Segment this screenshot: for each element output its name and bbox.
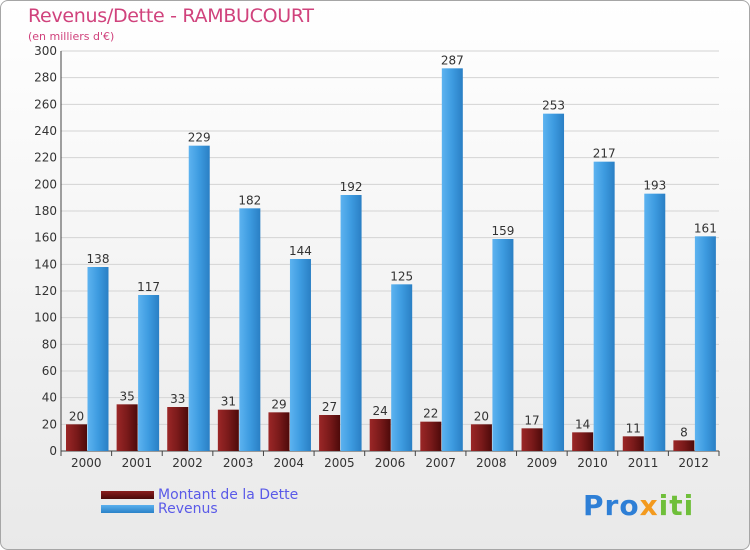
x-tick-label: 2000: [71, 456, 102, 470]
legend-label-dette: Montant de la Dette: [158, 487, 299, 503]
data-label-dette: 31: [221, 395, 236, 409]
data-label-revenus: 193: [643, 179, 666, 193]
y-tick-label: 280: [34, 71, 57, 85]
bar-dette: [116, 404, 138, 451]
data-label-revenus: 159: [491, 224, 514, 238]
y-tick-label: 180: [34, 204, 57, 218]
y-tick-label: 200: [34, 177, 57, 191]
x-tick-label: 2008: [476, 456, 507, 470]
bar-revenus: [239, 208, 261, 451]
x-tick-label: 2002: [172, 456, 203, 470]
x-tick-label: 2001: [122, 456, 153, 470]
bar-revenus: [694, 236, 716, 451]
data-label-dette: 20: [69, 409, 84, 423]
x-tick-label: 2003: [223, 456, 254, 470]
data-label-revenus: 161: [694, 221, 717, 235]
data-label-dette: 20: [474, 409, 489, 423]
y-tick-label: 60: [42, 364, 57, 378]
bar-revenus: [644, 193, 666, 451]
legend-swatch-revenus: [101, 505, 154, 513]
x-tick-label: 2007: [425, 456, 456, 470]
legend-item-dette: Montant de la Dette: [101, 487, 298, 503]
data-label-revenus: 192: [340, 180, 363, 194]
data-label-revenus: 125: [390, 269, 413, 283]
data-label-dette: 29: [271, 397, 286, 411]
y-tick-label: 300: [34, 44, 57, 58]
x-tick-label: 2012: [678, 456, 709, 470]
bar-dette: [470, 424, 492, 451]
y-tick-label: 220: [34, 151, 57, 165]
data-label-revenus: 287: [441, 53, 464, 67]
bar-dette: [521, 428, 543, 451]
y-tick-label: 0: [49, 444, 57, 458]
y-tick-label: 260: [34, 97, 57, 111]
bar-dette: [66, 424, 87, 451]
bar-revenus: [138, 295, 160, 451]
bar-revenus: [543, 113, 565, 452]
x-tick-label: 2005: [324, 456, 355, 470]
data-label-revenus: 117: [137, 280, 160, 294]
y-tick-label: 160: [34, 231, 57, 245]
bar-dette: [167, 407, 189, 451]
data-label-dette: 11: [626, 421, 641, 435]
bar-dette: [268, 412, 290, 451]
x-tick-label: 2011: [628, 456, 659, 470]
legend-item-revenus: Revenus: [101, 501, 218, 517]
y-tick-label: 100: [34, 311, 57, 325]
x-tick-label: 2010: [577, 456, 608, 470]
data-label-dette: 17: [524, 413, 539, 427]
y-tick-label: 140: [34, 257, 57, 271]
bar-dette: [572, 432, 594, 451]
x-tick-label: 2006: [375, 456, 406, 470]
y-tick-label: 80: [42, 337, 57, 351]
y-tick-label: 40: [42, 391, 57, 405]
data-label-dette: 14: [575, 417, 590, 431]
bar-revenus: [188, 145, 210, 451]
bar-dette: [369, 419, 391, 451]
data-label-dette: 35: [119, 389, 134, 403]
data-label-dette: 27: [322, 400, 337, 414]
data-label-revenus: 144: [289, 244, 312, 258]
x-tick-label: 2004: [273, 456, 304, 470]
data-label-dette: 22: [423, 407, 438, 421]
bar-revenus: [340, 195, 362, 451]
legend-label-revenus: Revenus: [158, 501, 218, 517]
bar-dette: [420, 421, 442, 451]
data-label-revenus: 217: [593, 147, 616, 161]
chart-title: Revenus/Dette - RAMBUCOURT: [28, 5, 314, 27]
bar-revenus: [441, 68, 463, 451]
bar-dette: [217, 409, 239, 451]
y-tick-label: 120: [34, 284, 57, 298]
proxiti-logo: Proxiti: [583, 489, 695, 522]
chart-subtitle: (en milliers d'€): [28, 30, 115, 43]
bar-revenus: [492, 239, 514, 451]
legend-swatch-dette: [101, 491, 154, 499]
bar-revenus: [391, 284, 413, 451]
bar-dette: [622, 436, 644, 451]
data-label-dette: 24: [373, 404, 388, 418]
bar-revenus: [593, 161, 615, 451]
bar-revenus: [289, 259, 311, 451]
data-label-revenus: 253: [542, 99, 565, 113]
data-label-revenus: 182: [238, 193, 261, 207]
bar-dette: [319, 415, 341, 451]
data-label-revenus: 138: [87, 252, 110, 266]
y-tick-label: 240: [34, 124, 57, 138]
data-label-dette: 33: [170, 392, 185, 406]
data-label-dette: 8: [680, 425, 688, 439]
x-tick-label: 2009: [527, 456, 558, 470]
bar-revenus: [87, 267, 109, 451]
y-tick-label: 20: [42, 417, 57, 431]
bar-dette: [673, 440, 695, 451]
data-label-revenus: 229: [188, 131, 211, 145]
